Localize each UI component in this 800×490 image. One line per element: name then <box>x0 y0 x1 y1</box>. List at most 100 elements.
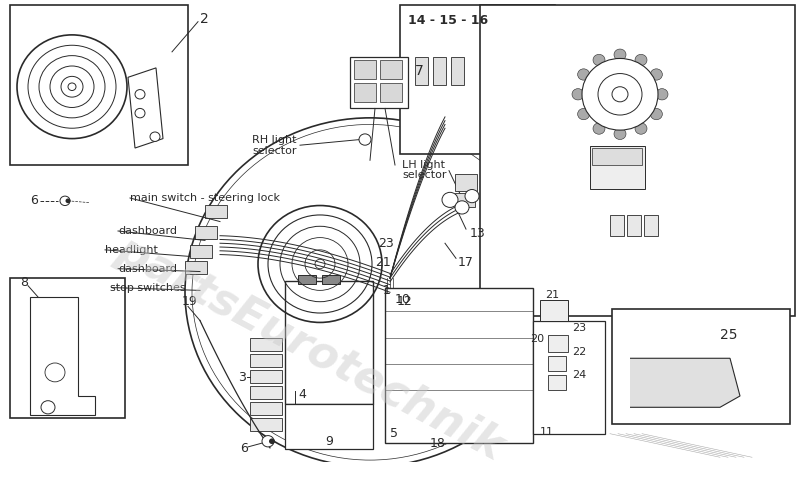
Bar <box>185 261 207 274</box>
Bar <box>354 83 376 102</box>
Circle shape <box>28 45 116 128</box>
Text: 21: 21 <box>375 256 390 269</box>
Text: 23: 23 <box>572 323 586 333</box>
Text: 12: 12 <box>397 295 413 308</box>
Text: 23: 23 <box>378 237 394 250</box>
Bar <box>298 275 316 284</box>
Text: 18: 18 <box>430 437 446 450</box>
Bar <box>415 56 428 85</box>
Bar <box>250 354 282 367</box>
Bar <box>592 148 642 165</box>
Text: RH light: RH light <box>252 135 297 145</box>
Circle shape <box>442 193 458 207</box>
Bar <box>548 356 566 371</box>
Circle shape <box>135 108 145 118</box>
Circle shape <box>50 66 94 107</box>
Bar <box>455 174 477 192</box>
Bar <box>285 281 373 404</box>
Bar <box>548 375 566 391</box>
Bar <box>190 245 212 258</box>
Circle shape <box>465 190 479 203</box>
Bar <box>322 275 340 284</box>
Text: selector: selector <box>252 146 297 156</box>
Text: dashboard: dashboard <box>118 226 177 236</box>
Bar <box>250 402 282 415</box>
Bar <box>380 60 402 79</box>
Text: 17: 17 <box>458 256 474 269</box>
Bar <box>250 417 282 431</box>
Bar <box>380 83 402 102</box>
Circle shape <box>68 83 76 91</box>
Text: headlight: headlight <box>105 245 158 255</box>
Bar <box>10 5 188 165</box>
Text: 4: 4 <box>298 388 306 401</box>
Bar <box>627 215 641 236</box>
Circle shape <box>135 90 145 99</box>
Circle shape <box>635 54 647 66</box>
Circle shape <box>262 436 274 447</box>
Bar <box>644 215 658 236</box>
Circle shape <box>578 108 590 120</box>
Circle shape <box>455 201 469 214</box>
Circle shape <box>593 54 605 66</box>
Circle shape <box>359 134 371 145</box>
Text: dashboard: dashboard <box>118 264 177 274</box>
Bar <box>540 300 568 320</box>
Text: 6: 6 <box>30 195 38 207</box>
Polygon shape <box>630 358 740 407</box>
Text: 8: 8 <box>20 276 28 290</box>
Text: 9: 9 <box>325 435 333 448</box>
Circle shape <box>612 87 628 102</box>
Text: 6: 6 <box>240 442 248 455</box>
Text: 24: 24 <box>572 370 586 380</box>
Circle shape <box>656 89 668 100</box>
Bar <box>610 215 624 236</box>
Circle shape <box>635 123 647 134</box>
Text: 22: 22 <box>572 346 586 357</box>
Circle shape <box>150 132 160 142</box>
Bar <box>480 5 795 316</box>
Text: 20: 20 <box>530 334 544 344</box>
Circle shape <box>61 76 83 97</box>
Bar <box>385 288 533 443</box>
Text: 25: 25 <box>720 328 738 342</box>
Circle shape <box>614 128 626 140</box>
Text: selector: selector <box>402 171 446 180</box>
Bar <box>205 205 227 218</box>
Text: 21: 21 <box>545 290 559 300</box>
Text: 2: 2 <box>200 12 209 26</box>
Text: partsEurotechnik: partsEurotechnik <box>109 228 511 469</box>
Circle shape <box>269 439 275 444</box>
Circle shape <box>650 69 662 80</box>
Text: 1: 1 <box>383 284 391 297</box>
Circle shape <box>41 401 55 414</box>
Text: 3: 3 <box>238 370 246 384</box>
Bar <box>285 404 373 449</box>
Text: stop switches: stop switches <box>110 283 186 293</box>
Bar <box>250 386 282 399</box>
Circle shape <box>572 89 584 100</box>
Text: 11: 11 <box>540 427 554 437</box>
Text: 19: 19 <box>182 295 198 308</box>
Bar <box>195 226 217 240</box>
Text: LH light: LH light <box>402 160 445 170</box>
Circle shape <box>60 196 70 205</box>
Bar <box>433 56 446 85</box>
Bar <box>451 56 464 85</box>
Bar <box>548 335 568 352</box>
Bar <box>250 369 282 383</box>
Bar <box>350 56 408 108</box>
Text: main switch - steering lock: main switch - steering lock <box>130 193 280 203</box>
Bar <box>612 309 790 424</box>
Text: 10: 10 <box>395 294 411 306</box>
Circle shape <box>593 123 605 134</box>
Circle shape <box>650 108 662 120</box>
Circle shape <box>17 35 127 139</box>
Circle shape <box>598 74 642 115</box>
Bar <box>10 278 125 417</box>
Bar <box>354 60 376 79</box>
Bar <box>250 338 282 351</box>
Circle shape <box>582 58 658 130</box>
Text: 5: 5 <box>390 427 398 440</box>
Text: 14 - 15 - 16: 14 - 15 - 16 <box>408 14 488 27</box>
